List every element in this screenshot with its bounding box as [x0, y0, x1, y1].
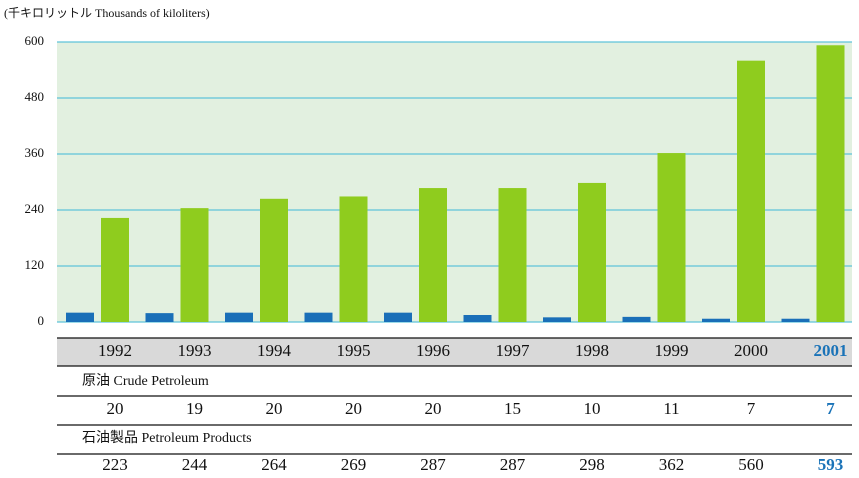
value-cell: 10 [584, 399, 601, 418]
bar [145, 313, 174, 322]
value-cell: 287 [500, 455, 526, 474]
value-cell: 560 [738, 455, 764, 474]
bar [657, 153, 686, 322]
y-tick-label: 120 [25, 257, 45, 272]
value-cell: 244 [182, 455, 208, 474]
year-label: 1994 [257, 341, 292, 360]
y-tick-label: 0 [38, 313, 45, 328]
bar [66, 312, 94, 322]
bar [781, 318, 810, 322]
plot-area [57, 42, 852, 322]
value-cell: 298 [579, 455, 605, 474]
year-label: 2001 [814, 341, 848, 360]
y-tick-label: 480 [25, 89, 45, 104]
value-cell: 362 [659, 455, 685, 474]
year-label: 2000 [734, 341, 768, 360]
value-cell: 7 [826, 399, 835, 418]
bar [304, 312, 333, 322]
year-label: 1997 [496, 341, 531, 360]
value-cell: 287 [420, 455, 446, 474]
value-cell: 20 [425, 399, 442, 418]
year-label: 1996 [416, 341, 450, 360]
value-cell: 19 [186, 399, 203, 418]
bar [737, 60, 765, 323]
value-cell: 20 [345, 399, 362, 418]
value-cell: 20 [266, 399, 283, 418]
bar [101, 217, 129, 322]
bar [339, 196, 368, 322]
bar [419, 188, 447, 322]
y-tick-label: 360 [25, 145, 45, 160]
value-cell: 223 [102, 455, 128, 474]
series-name: 石油製品 Petroleum Products [82, 430, 252, 446]
bar [702, 318, 730, 322]
value-cell: 20 [107, 399, 124, 418]
year-label: 1999 [655, 341, 689, 360]
value-cell: 15 [504, 399, 521, 418]
bar [260, 198, 288, 322]
bar [543, 317, 571, 322]
bar [180, 208, 209, 322]
year-label: 1998 [575, 341, 609, 360]
year-label: 1992 [98, 341, 132, 360]
bar [225, 312, 253, 322]
value-cell: 269 [341, 455, 367, 474]
year-row [57, 338, 852, 366]
bar [622, 316, 651, 322]
bar [578, 182, 606, 322]
bar [816, 45, 845, 323]
year-label: 1993 [178, 341, 212, 360]
value-cell: 11 [663, 399, 679, 418]
value-cell: 264 [261, 455, 287, 474]
y-axis-label: (千キロリットル Thousands of kiloliters) [4, 6, 210, 20]
bar [498, 188, 527, 322]
y-tick-label: 600 [25, 33, 45, 48]
series-name: 原油 Crude Petroleum [82, 373, 209, 389]
value-cell: 7 [747, 399, 756, 418]
y-tick-label: 240 [25, 201, 45, 216]
value-cell: 593 [818, 455, 844, 474]
year-label: 1995 [337, 341, 371, 360]
bar [463, 315, 492, 322]
bar [384, 312, 412, 322]
